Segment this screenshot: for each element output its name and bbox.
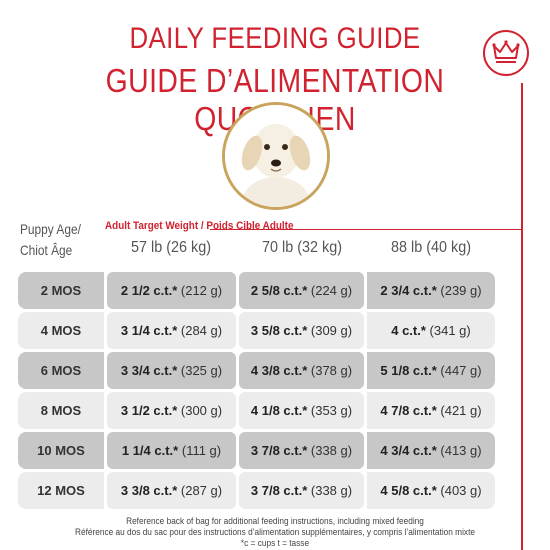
amount-cell: 1 1/4 c.t.* (111 g) xyxy=(107,432,236,469)
chiot-age-label: Chiot Âge xyxy=(20,242,73,258)
red-divider-horizontal xyxy=(210,229,522,230)
table-row: 4 MOS 3 1/4 c.t.* (284 g) 3 5/8 c.t.* (3… xyxy=(18,312,495,349)
amount-cell: 4 c.t.* (341 g) xyxy=(367,312,495,349)
footnote-english: Reference back of bag for additional fee… xyxy=(126,516,424,526)
amount-cell: 4 7/8 c.t.* (421 g) xyxy=(367,392,495,429)
amount-cell: 3 7/8 c.t.* (338 g) xyxy=(239,432,364,469)
table-row: 2 MOS 2 1/2 c.t.* (212 g) 2 5/8 c.t.* (2… xyxy=(18,272,495,309)
table-row: 12 MOS 3 3/8 c.t.* (287 g) 3 7/8 c.t.* (… xyxy=(18,472,495,509)
age-cell: 12 MOS xyxy=(18,472,104,509)
crown-icon xyxy=(483,30,529,76)
age-cell: 2 MOS xyxy=(18,272,104,309)
age-cell: 6 MOS xyxy=(18,352,104,389)
age-cell: 8 MOS xyxy=(18,392,104,429)
amount-cell: 2 1/2 c.t.* (212 g) xyxy=(107,272,236,309)
amount-cell: 4 3/8 c.t.* (378 g) xyxy=(239,352,364,389)
amount-cell: 4 5/8 c.t.* (403 g) xyxy=(367,472,495,509)
amount-cell: 3 5/8 c.t.* (309 g) xyxy=(239,312,364,349)
table-row: 8 MOS 3 1/2 c.t.* (300 g) 4 1/8 c.t.* (3… xyxy=(18,392,495,429)
table-row: 10 MOS 1 1/4 c.t.* (111 g) 3 7/8 c.t.* (… xyxy=(18,432,495,469)
puppy-photo xyxy=(222,102,330,210)
amount-cell: 5 1/8 c.t.* (447 g) xyxy=(367,352,495,389)
amount-cell: 3 1/4 c.t.* (284 g) xyxy=(107,312,236,349)
age-cell: 10 MOS xyxy=(18,432,104,469)
age-cell: 4 MOS xyxy=(18,312,104,349)
amount-cell: 4 3/4 c.t.* (413 g) xyxy=(367,432,495,469)
footnote-units: *c = cups t = tasse xyxy=(240,538,310,548)
column-header-70lb: 70 lb (32 kg) xyxy=(261,239,343,256)
amount-cell: 2 5/8 c.t.* (224 g) xyxy=(239,272,364,309)
amount-cell: 4 1/8 c.t.* (353 g) xyxy=(239,392,364,429)
amount-cell: 2 3/4 c.t.* (239 g) xyxy=(367,272,495,309)
amount-cell: 3 7/8 c.t.* (338 g) xyxy=(239,472,364,509)
puppy-age-label: Puppy Age/ xyxy=(20,221,81,237)
table-row: 6 MOS 3 3/4 c.t.* (325 g) 4 3/8 c.t.* (3… xyxy=(18,352,495,389)
amount-cell: 3 3/8 c.t.* (287 g) xyxy=(107,472,236,509)
footnote-french: Référence au dos du sac pour des instruc… xyxy=(75,527,475,537)
title-english: DAILY FEEDING GUIDE xyxy=(129,22,421,55)
amount-cell: 3 1/2 c.t.* (300 g) xyxy=(107,392,236,429)
red-divider-vertical xyxy=(521,83,523,550)
adult-weight-label: Adult Target Weight / Poids Cible Adulte xyxy=(105,220,294,232)
amount-cell: 3 3/4 c.t.* (325 g) xyxy=(107,352,236,389)
column-header-88lb: 88 lb (40 kg) xyxy=(390,239,472,256)
column-header-57lb: 57 lb (26 kg) xyxy=(130,239,212,256)
